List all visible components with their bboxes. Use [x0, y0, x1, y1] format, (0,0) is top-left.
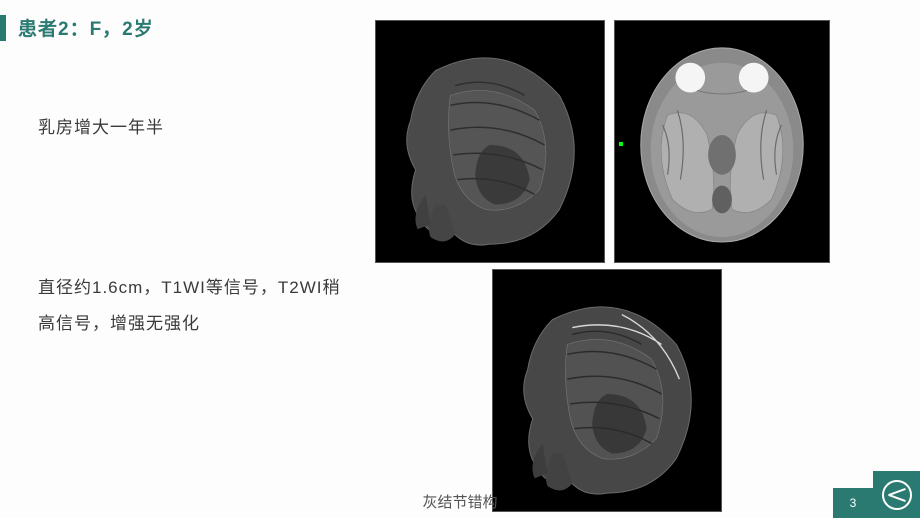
brain-axial-svg	[615, 21, 829, 262]
page-number: 3	[833, 488, 873, 518]
mri-sagittal-t1	[375, 20, 605, 263]
page-number-value: 3	[850, 496, 857, 510]
clinical-history-text: 乳房增大一年半	[38, 110, 164, 146]
imaging-findings-text: 直径约1.6cm，T1WI等信号，T2WI稍高信号，增强无强化	[38, 270, 348, 341]
slide-title-bar: 患者2：F，2岁	[0, 14, 154, 41]
mri-axial-t2	[614, 20, 830, 263]
logo-icon	[882, 480, 912, 510]
title-accent	[0, 15, 6, 41]
brain-sagittal-enh-svg	[493, 270, 721, 511]
brand-logo	[873, 471, 920, 518]
mri-sagittal-enhanced	[492, 269, 722, 512]
brain-sagittal-svg	[376, 21, 604, 262]
footer-caption: 灰结节错构	[422, 491, 497, 512]
marker-dot-icon	[619, 142, 623, 146]
slide-title: 患者2：F，2岁	[18, 14, 154, 41]
